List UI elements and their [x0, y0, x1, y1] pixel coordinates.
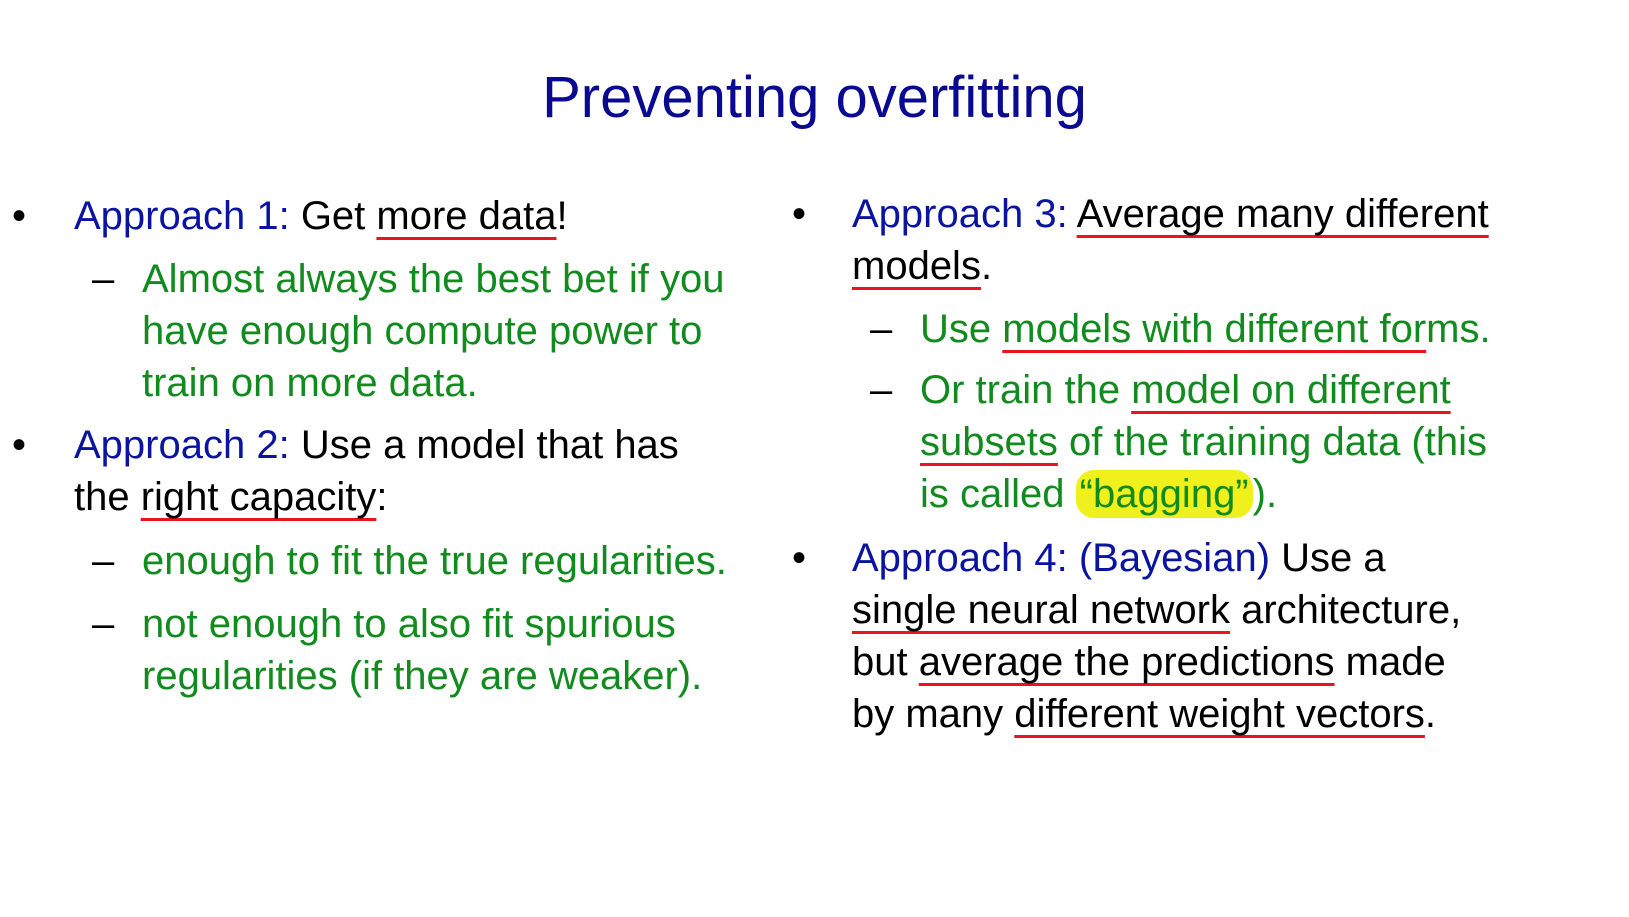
a2-sub2-line2: regularities (if they are weaker).: [142, 654, 703, 698]
approach-3-punct: .: [980, 244, 993, 288]
approach-1-underlined: more data: [376, 194, 557, 238]
approach-4-underlined-2: average the predictions: [918, 640, 1335, 684]
a2-sub2-line1: not enough to also fit spurious: [142, 602, 676, 646]
approach-1-label: Approach 1:: [74, 194, 290, 238]
approach-4: Approach 4: (Bayesian) Use a single neur…: [852, 532, 1461, 740]
approach-1: Approach 1: Get more data!: [74, 190, 568, 242]
approach-2-sub-2: not enough to also fit spurious regulari…: [142, 598, 702, 702]
approach-1-text: Get: [289, 194, 377, 238]
a1-sub1-line2: have enough compute power to: [142, 309, 703, 353]
a1-sub1-line1: Almost always the best bet if you: [142, 257, 725, 301]
approach-4-label: Approach 4: (Bayesian): [852, 536, 1271, 580]
dash-a2-sub2: –: [92, 602, 115, 646]
a3-sub1-text-1: Use: [920, 307, 1003, 351]
approach-4-underlined-1: single neural network: [852, 588, 1230, 632]
bullet-approach-1: •: [12, 194, 27, 238]
approach-4-text-1: Use a: [1270, 536, 1386, 580]
approach-2-text-2: the: [74, 475, 141, 519]
dash-a3-sub1: –: [870, 307, 893, 351]
approach-1-sub-1: Almost always the best bet if you have e…: [142, 253, 725, 409]
approach-4-underlined-3: different weight vectors: [1014, 692, 1425, 736]
a3-sub2-text-2: of the training data (this: [1057, 420, 1487, 464]
approach-3-space: [1068, 192, 1077, 236]
bullet-approach-3: •: [792, 192, 807, 236]
a3-sub2-text-3: is called: [920, 472, 1076, 516]
approach-2-text-1: Use a model that has: [289, 423, 679, 467]
bullet-approach-2: •: [12, 423, 27, 467]
approach-2-label: Approach 2:: [74, 423, 290, 467]
approach-3-underlined-2: models: [852, 244, 981, 288]
bullet-approach-4: •: [792, 536, 807, 580]
approach-4-punct: .: [1424, 692, 1437, 736]
approach-4-text-2: architecture,: [1230, 588, 1462, 632]
approach-2-underlined: right capacity: [140, 475, 377, 519]
approach-4-text-3: but: [852, 640, 919, 684]
approach-1-punct: !: [556, 194, 568, 238]
approach-2: Approach 2: Use a model that has the rig…: [74, 419, 679, 523]
a3-sub2-text-1: Or train the: [920, 368, 1132, 412]
a3-sub2-text-4: ).: [1252, 472, 1278, 516]
a3-sub2-underlined-2: subsets: [920, 420, 1058, 464]
dash-a1-sub1: –: [92, 257, 115, 301]
approach-4-text-4: made: [1334, 640, 1446, 684]
a2-sub1-line1: enough to fit the true regularities.: [142, 539, 727, 583]
approach-2-punct: :: [376, 475, 388, 519]
a3-sub2-underlined-1: model on different: [1131, 368, 1451, 412]
approach-3: Approach 3: Average many different model…: [852, 188, 1489, 292]
a3-sub1-underlined: models with different for: [1002, 307, 1427, 351]
a3-sub1-text-2: ms.: [1426, 307, 1491, 351]
approach-3-underlined-1: Average many different: [1076, 192, 1489, 236]
bagging-highlight: “bagging”: [1075, 470, 1253, 518]
approach-4-text-5: by many: [852, 692, 1015, 736]
approach-3-label: Approach 3:: [852, 192, 1068, 236]
approach-3-sub-1: Use models with different forms.: [920, 303, 1491, 355]
dash-a2-sub1: –: [92, 539, 115, 583]
dash-a3-sub2: –: [870, 368, 893, 412]
approach-3-sub-2: Or train the model on different subsets …: [920, 364, 1487, 520]
approach-2-sub-1: enough to fit the true regularities.: [142, 535, 727, 587]
a1-sub1-line3: train on more data.: [142, 361, 478, 405]
slide-title: Preventing overfitting: [542, 65, 1087, 130]
